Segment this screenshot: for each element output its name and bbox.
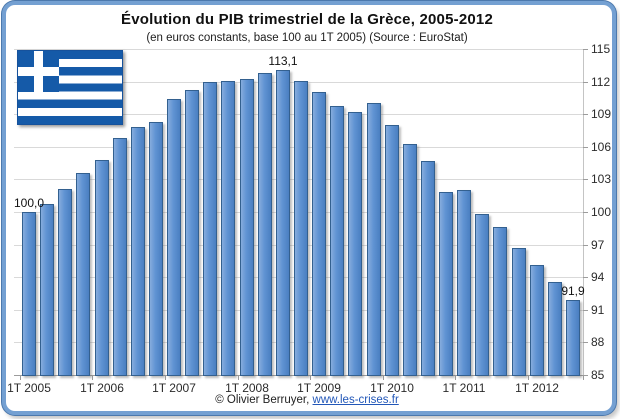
- y-tick-94: [583, 277, 588, 278]
- y-tick-85: [583, 375, 588, 376]
- flag-cross-icon: [18, 67, 59, 76]
- bar-2T-2006: [113, 138, 127, 376]
- bar-4T-2009: [367, 103, 381, 376]
- y-tick-100: [583, 212, 588, 213]
- x-tick-5: [383, 375, 384, 380]
- bar-1T-2007: [167, 99, 181, 376]
- bar-1T-2006: [95, 160, 109, 376]
- bar-1T-2009: [312, 92, 326, 376]
- y-tick-label-103: 103: [591, 172, 612, 186]
- x-tick-8: [583, 375, 584, 380]
- bar-2T-2011: [475, 214, 489, 376]
- y-tick-label-106: 106: [591, 140, 612, 154]
- flag-canton: [18, 51, 59, 92]
- x-tick-label-1T-2010: 1T 2010: [370, 381, 414, 395]
- bar-2T-2010: [403, 144, 417, 376]
- y-tick-label-94: 94: [591, 270, 605, 284]
- bar-2T-2008: [258, 73, 272, 376]
- x-tick-0: [20, 375, 21, 380]
- y-tick-106: [583, 147, 588, 148]
- y-tick-label-100: 100: [591, 205, 612, 219]
- bar-2T-2009: [330, 106, 344, 376]
- bar-3T-2009: [348, 112, 362, 376]
- y-tick-103: [583, 179, 588, 180]
- footer: © Olivier Berruyer, www.les-crises.fr: [0, 394, 614, 406]
- bar-1T-2012: [530, 265, 544, 376]
- bar-3T-2005: [58, 189, 72, 376]
- bar-3T-2006: [131, 127, 145, 376]
- y-tick-label-109: 109: [591, 107, 612, 121]
- x-tick-label-1T-2011: 1T 2011: [442, 381, 486, 395]
- bar-4T-2011: [512, 248, 526, 376]
- x-tick-label-1T-2006: 1T 2006: [80, 381, 124, 395]
- y-tick-91: [583, 310, 588, 311]
- bar-1T-2005: [22, 212, 36, 376]
- bar-2T-2005: [40, 204, 54, 376]
- x-tick-1: [92, 375, 93, 380]
- bar-3T-2007: [203, 82, 217, 376]
- bar-4T-2008: [294, 81, 308, 376]
- y-tick-label-97: 97: [591, 238, 605, 252]
- copyright-text: © Olivier Berruyer,: [215, 394, 313, 406]
- bar-4T-2010: [439, 192, 453, 376]
- website-link[interactable]: www.les-crises.fr: [312, 394, 399, 406]
- y-tick-112: [583, 82, 588, 83]
- y-tick-label-85: 85: [591, 368, 605, 382]
- bar-4T-2005: [76, 173, 90, 376]
- greece-flag-icon: [17, 50, 123, 125]
- bar-3T-2012: [566, 300, 580, 376]
- x-tick-3: [238, 375, 239, 380]
- y-tick-label-112: 112: [591, 75, 611, 89]
- bar-3T-2010: [421, 161, 435, 376]
- x-tick-label-1T-2008: 1T 2008: [225, 381, 269, 395]
- y-tick-97: [583, 245, 588, 246]
- data-label-3T-2008: 113,1: [268, 54, 298, 68]
- bar-1T-2011: [457, 190, 471, 376]
- y-tick-109: [583, 114, 588, 115]
- x-tick-4: [310, 375, 311, 380]
- bar-2T-2012: [548, 282, 562, 376]
- y-tick-88: [583, 342, 588, 343]
- y-tick-label-88: 88: [591, 335, 605, 349]
- data-label-1T-2005: 100,0: [13, 196, 45, 210]
- y-tick-label-91: 91: [591, 303, 605, 317]
- data-label-3T-2012: 91,9: [561, 284, 585, 298]
- bar-3T-2008: [276, 70, 290, 376]
- chart-subtitle: (en euros constants, base 100 au 1T 2005…: [146, 32, 468, 44]
- bar-3T-2011: [493, 227, 507, 376]
- x-tick-label-1T-2009: 1T 2009: [297, 381, 341, 395]
- y-tick-label-115: 115: [591, 42, 611, 56]
- x-tick-label-1T-2007: 1T 2007: [152, 381, 196, 395]
- bar-2T-2007: [185, 90, 199, 376]
- chart-title: Évolution du PIB trimestriel de la Grèce…: [120, 11, 493, 28]
- y-tick-115: [583, 49, 588, 50]
- x-tick-label-1T-2005: 1T 2005: [7, 381, 51, 395]
- x-tick-label-1T-2012: 1T 2012: [515, 381, 559, 395]
- bar-1T-2008: [240, 79, 254, 376]
- gridline-115: [14, 49, 583, 50]
- x-tick-7: [528, 375, 529, 380]
- x-tick-2: [165, 375, 166, 380]
- bar-1T-2010: [385, 125, 399, 376]
- x-tick-6: [455, 375, 456, 380]
- bar-4T-2007: [221, 81, 235, 376]
- bar-4T-2006: [149, 122, 163, 376]
